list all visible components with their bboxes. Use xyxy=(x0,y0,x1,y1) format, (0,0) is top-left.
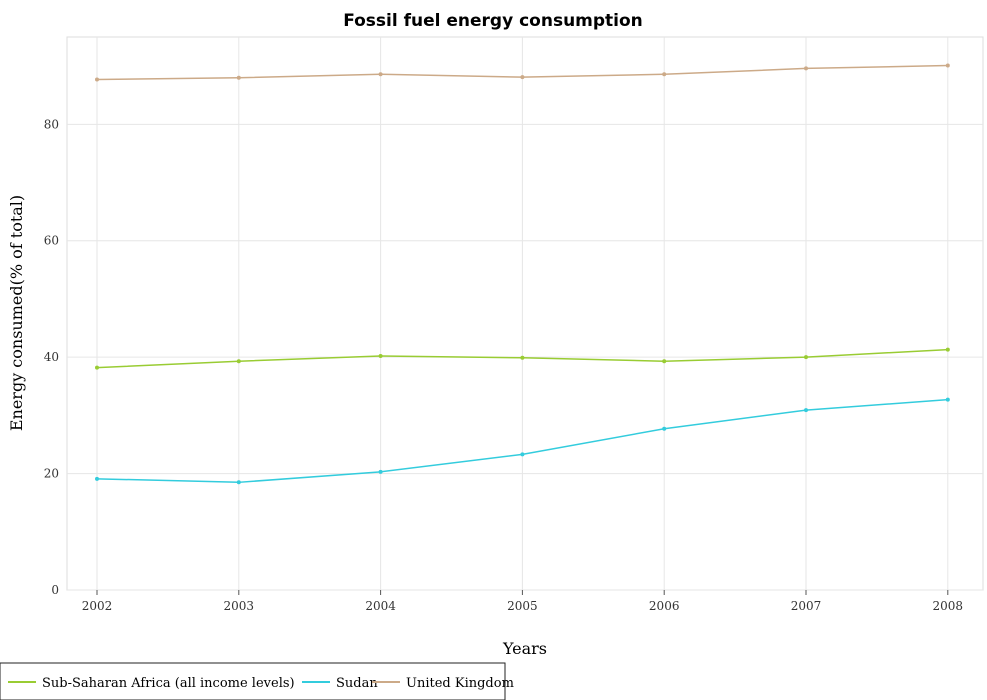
data-point-2 xyxy=(236,75,241,80)
grid-lines xyxy=(67,37,983,591)
x-tick-label: 2005 xyxy=(507,599,538,613)
x-tick-label: 2007 xyxy=(791,599,822,613)
data-point-1 xyxy=(95,476,99,481)
y-tick-label: 80 xyxy=(44,117,59,131)
y-tick-label: 40 xyxy=(44,350,59,364)
data-point-0 xyxy=(236,359,241,364)
data-point-0 xyxy=(378,353,383,358)
y-tick-label: 20 xyxy=(44,467,59,481)
x-tick-label: 2003 xyxy=(224,599,255,613)
data-point-2 xyxy=(520,75,525,80)
y-tick-label: 0 xyxy=(51,583,59,597)
chart-title: Fossil fuel energy consumption xyxy=(343,11,643,31)
data-point-1 xyxy=(662,426,667,431)
data-point-0 xyxy=(804,355,808,360)
plot-area xyxy=(66,36,984,591)
data-point-1 xyxy=(804,408,808,413)
data-point-0 xyxy=(945,347,950,352)
legend-label-sudan: Sudan xyxy=(336,676,378,691)
data-point-2 xyxy=(662,72,667,77)
legend-label-uk: United Kingdom xyxy=(406,676,514,691)
x-axis-ticks: 2002 2003 2004 2005 2006 2007 2008 xyxy=(82,590,963,613)
legend: Sub-Saharan Africa (all income levels) S… xyxy=(0,662,514,700)
x-tick-label: 2008 xyxy=(933,599,964,613)
data-point-0 xyxy=(662,359,667,364)
series-group xyxy=(95,63,950,485)
data-point-2 xyxy=(95,77,99,82)
data-point-2 xyxy=(945,63,950,68)
data-point-1 xyxy=(236,480,241,485)
y-axis-label: Energy consumed(% of total) xyxy=(7,195,26,431)
data-point-2 xyxy=(804,66,808,71)
data-point-2 xyxy=(378,72,383,77)
legend-box xyxy=(0,662,506,700)
data-point-1 xyxy=(378,469,383,474)
x-tick-label: 2002 xyxy=(82,599,113,613)
legend-label-ssa: Sub-Saharan Africa (all income levels) xyxy=(42,676,295,691)
data-point-1 xyxy=(520,452,525,457)
x-axis-label: Years xyxy=(502,639,547,658)
data-point-0 xyxy=(520,355,525,360)
x-tick-label: 2004 xyxy=(365,599,396,613)
data-point-1 xyxy=(945,397,950,402)
x-tick-label: 2006 xyxy=(649,599,680,613)
data-point-0 xyxy=(95,365,99,370)
y-axis-ticks: 0 20 40 60 80 xyxy=(44,117,59,597)
y-tick-label: 60 xyxy=(44,234,59,248)
